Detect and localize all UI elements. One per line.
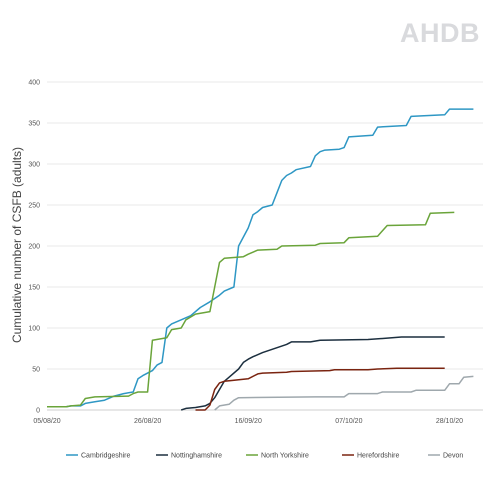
- y-tick-label: 400: [28, 80, 40, 87]
- legend-label: North Yorkshire: [261, 453, 309, 460]
- legend-item-nottinghamshire: Nottinghamshire: [156, 453, 222, 460]
- x-axis: 05/08/20 26/08/20 16/09/20 07/10/20 28/10/20: [33, 418, 463, 425]
- legend: Cambridgeshire Nottinghamshire North Yorks…: [66, 453, 463, 460]
- y-axis: 0 50 100 150 200 250 300 350 400: [28, 80, 40, 415]
- legend-item-devon: Devon: [428, 453, 463, 460]
- logo-text: AHDB: [400, 18, 480, 48]
- legend-label: Herefordshire: [357, 453, 400, 460]
- gridlines: [47, 81, 483, 411]
- x-tick-label: 05/08/20: [33, 418, 60, 425]
- ahdb-logo: AHDB: [400, 18, 480, 48]
- legend-label: Devon: [443, 453, 463, 460]
- y-tick-label: 250: [28, 203, 40, 210]
- series-line-nottinghamshire: [180, 336, 445, 411]
- y-tick-label: 100: [28, 326, 40, 333]
- x-tick-label: 16/09/20: [235, 418, 262, 425]
- y-tick-label: 200: [28, 244, 40, 251]
- y-tick-label: 150: [28, 285, 40, 292]
- series-lines: [47, 108, 474, 411]
- series-line-herefordshire: [195, 367, 445, 411]
- x-tick-label: 26/08/20: [134, 418, 161, 425]
- x-tick-label: 07/10/20: [335, 418, 362, 425]
- y-tick-label: 350: [28, 121, 40, 128]
- x-tick-label: 28/10/20: [436, 418, 463, 425]
- y-tick-label: 0: [36, 408, 40, 415]
- series-line-north-yorkshire: [47, 211, 455, 408]
- series-line-cambridgeshire: [47, 108, 474, 408]
- y-tick-label: 300: [28, 162, 40, 169]
- y-axis-title: Cumulative number of CSFB (adults): [10, 147, 24, 343]
- legend-label: Cambridgeshire: [81, 453, 131, 460]
- legend-item-herefordshire: Herefordshire: [342, 453, 400, 460]
- legend-item-cambridgeshire: Cambridgeshire: [66, 453, 131, 460]
- series-line-devon: [214, 375, 474, 411]
- legend-label: Nottinghamshire: [171, 453, 222, 460]
- legend-item-north-yorkshire: North Yorkshire: [246, 453, 309, 460]
- y-tick-label: 50: [32, 367, 40, 374]
